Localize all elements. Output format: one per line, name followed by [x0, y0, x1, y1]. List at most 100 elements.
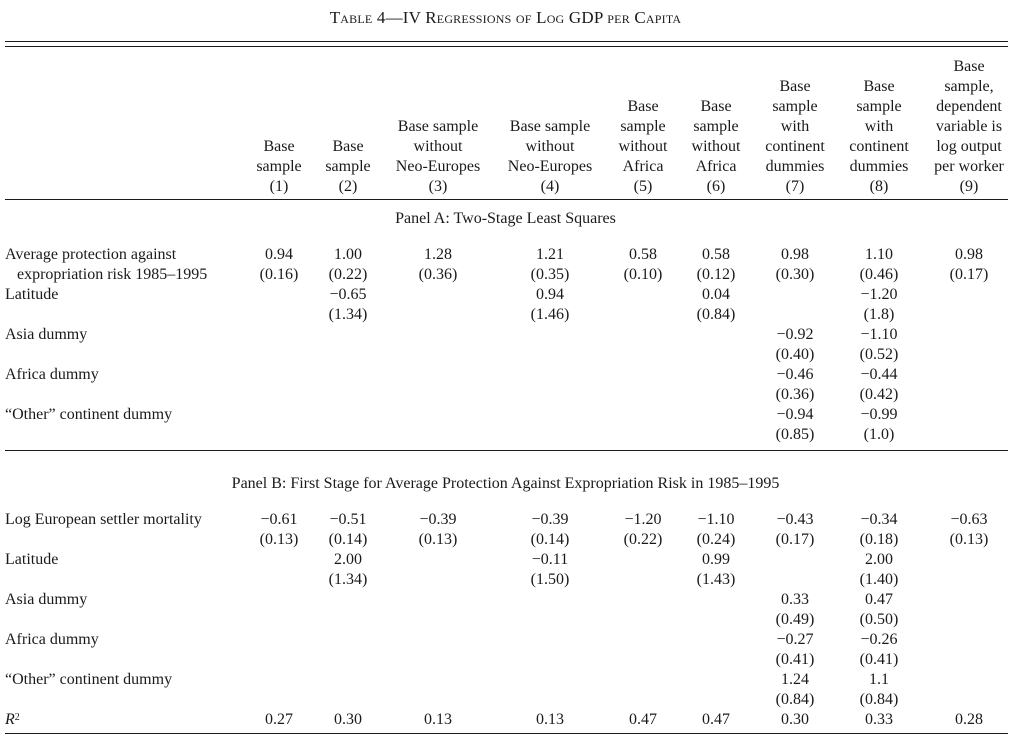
coefficient-cell: 0.94 [536, 286, 564, 303]
coefficient-cell: −1.20 [860, 286, 898, 303]
standard-error-cell: (0.22) [623, 531, 663, 548]
r-squared-cell: 0.13 [424, 711, 452, 728]
column-header-2: Base sample (2) [325, 138, 371, 195]
panel-a-title: Panel A: Two-Stage Least Squares [395, 210, 616, 227]
header-rule [5, 199, 1008, 200]
coefficient-cell: 0.47 [865, 591, 893, 608]
coefficient-cell: −1.20 [624, 511, 662, 528]
r-squared-cell: 0.33 [865, 711, 893, 728]
coefficient-cell: −0.92 [776, 326, 814, 343]
standard-error-cell: (1.46) [530, 306, 570, 323]
standard-error-cell: (0.42) [859, 386, 899, 403]
coefficient-cell: 1.21 [536, 246, 564, 263]
standard-error-cell: (0.30) [775, 266, 815, 283]
column-header-6: Base sample without Africa (6) [691, 98, 741, 195]
coefficient-cell: −0.39 [531, 511, 569, 528]
coefficient-cell: −0.44 [860, 366, 898, 383]
coefficient-cell: −0.99 [860, 406, 898, 423]
standard-error-cell: (0.14) [328, 531, 368, 548]
coefficient-cell: 1.24 [781, 671, 809, 688]
r-squared-cell: 0.30 [781, 711, 809, 728]
standard-error-cell: (1.40) [859, 571, 899, 588]
coefficient-cell: −0.39 [419, 511, 457, 528]
coefficient-cell: 1.00 [334, 246, 362, 263]
row-label: Asia dummy [5, 326, 88, 343]
column-header-1: Base sample (1) [256, 138, 302, 195]
r-squared-symbol: R [5, 711, 15, 728]
column-header-5: Base sample without Africa (5) [618, 98, 668, 195]
standard-error-cell: (0.10) [623, 266, 663, 283]
coefficient-cell: 0.99 [702, 551, 730, 568]
row-label: “Other” continent dummy [5, 671, 173, 688]
r-squared-cell: 0.30 [334, 711, 362, 728]
coefficient-cell: −0.27 [776, 631, 814, 648]
coefficient-cell: −0.65 [329, 286, 367, 303]
standard-error-cell: (0.84) [775, 691, 815, 708]
r-squared-cell: 0.27 [265, 711, 293, 728]
column-header-7: Base sample with continent dummies (7) [765, 78, 825, 195]
row-label: Latitude [5, 551, 59, 568]
standard-error-cell: (0.14) [530, 531, 570, 548]
standard-error-cell: (0.36) [418, 266, 458, 283]
r-squared-cell: 0.47 [629, 711, 657, 728]
coefficient-cell: −0.34 [860, 511, 898, 528]
row-label: “Other” continent dummy [5, 406, 173, 423]
coefficient-cell: −0.61 [260, 511, 298, 528]
standard-error-cell: (0.17) [949, 266, 989, 283]
coefficient-cell: −1.10 [860, 326, 898, 343]
coefficient-cell: 0.98 [781, 246, 809, 263]
column-header-9: Base sample, dependent variable is log o… [934, 58, 1004, 195]
coefficient-cell: 2.00 [334, 551, 362, 568]
coefficient-cell: 1.10 [865, 246, 893, 263]
standard-error-cell: (0.46) [859, 266, 899, 283]
coefficient-cell: −0.46 [776, 366, 814, 383]
coefficient-cell: −0.43 [776, 511, 814, 528]
standard-error-cell: (1.50) [530, 571, 570, 588]
coefficient-cell: −0.63 [950, 511, 988, 528]
standard-error-cell: (1.34) [328, 306, 368, 323]
coefficient-cell: 0.98 [955, 246, 983, 263]
coefficient-cell: 0.33 [781, 591, 809, 608]
standard-error-cell: (0.17) [775, 531, 815, 548]
standard-error-cell: (0.16) [259, 266, 299, 283]
coefficient-cell: −0.11 [531, 551, 569, 568]
standard-error-cell: (1.0) [863, 426, 895, 443]
standard-error-cell: (1.43) [696, 571, 736, 588]
row-label: Africa dummy [5, 366, 99, 383]
standard-error-cell: (0.84) [696, 306, 736, 323]
standard-error-cell: (0.49) [775, 611, 815, 628]
standard-error-cell: (0.52) [859, 346, 899, 363]
standard-error-cell: (0.18) [859, 531, 899, 548]
standard-error-cell: (0.85) [775, 426, 815, 443]
r-squared-cell: 0.13 [536, 711, 564, 728]
standard-error-cell: (0.22) [328, 266, 368, 283]
panel-divider-rule [5, 450, 1008, 451]
panel-b-title: Panel B: First Stage for Average Protect… [231, 475, 780, 492]
row-label: Asia dummy [5, 591, 88, 608]
r-squared-label: R2 [5, 710, 20, 730]
standard-error-cell: (0.84) [859, 691, 899, 708]
standard-error-cell: (0.13) [259, 531, 299, 548]
coefficient-cell: 1.28 [424, 246, 452, 263]
row-label: Log European settler mortality [5, 511, 202, 528]
standard-error-cell: (1.34) [328, 571, 368, 588]
standard-error-cell: (1.8) [863, 306, 895, 323]
standard-error-cell: (0.24) [696, 531, 736, 548]
column-header-3: Base sample without Neo-Europes (3) [395, 118, 481, 195]
row-label: Average protection against expropriation… [5, 246, 208, 283]
coefficient-cell: 0.94 [265, 246, 293, 263]
coefficient-cell: 0.58 [702, 246, 730, 263]
coefficient-cell: 0.58 [629, 246, 657, 263]
table-title: Table 4—IV Regressions of Log GDP per Ca… [329, 8, 682, 27]
r-squared-superscript: 2 [14, 712, 20, 723]
coefficient-cell: −0.26 [860, 631, 898, 648]
standard-error-cell: (0.40) [775, 346, 815, 363]
top-rule [5, 41, 1008, 42]
bottom-rule [5, 733, 1008, 734]
coefficient-cell: −0.94 [776, 406, 814, 423]
coefficient-cell: −0.51 [329, 511, 367, 528]
coefficient-cell: 2.00 [865, 551, 893, 568]
standard-error-cell: (0.12) [696, 266, 736, 283]
coefficient-cell: −1.10 [697, 511, 735, 528]
standard-error-cell: (0.35) [530, 266, 570, 283]
